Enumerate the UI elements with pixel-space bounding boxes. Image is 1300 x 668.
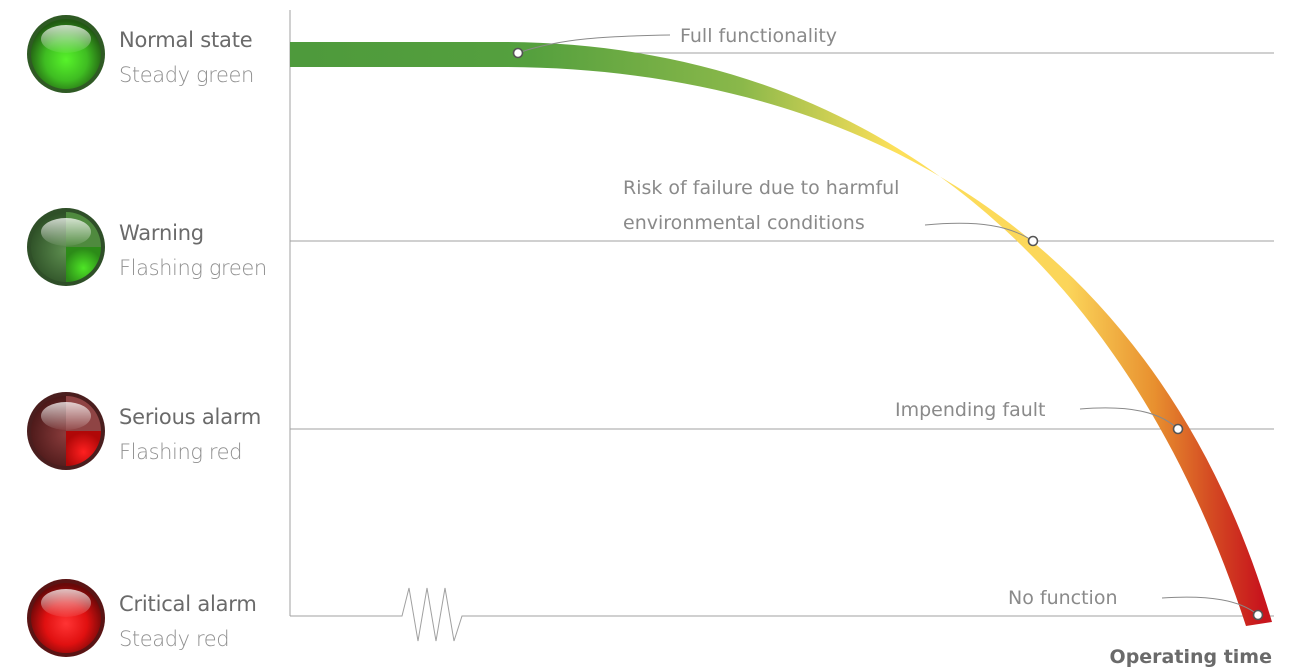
annotation-risk-line1: Risk of failure due to harmful <box>623 177 899 199</box>
led-legend: Normal state Steady green Warning Flashi… <box>0 0 285 668</box>
state-title: Normal state <box>119 28 253 52</box>
annotation-full-functionality: Full functionality <box>680 25 837 47</box>
marker-impending-fault <box>1172 423 1184 435</box>
state-critical: Critical alarm Steady red <box>22 578 292 668</box>
state-title: Critical alarm <box>119 592 257 616</box>
leader-line-impending <box>1079 407 1179 430</box>
leader-line-risk <box>924 222 1034 242</box>
annotation-impending-fault: Impending fault <box>895 399 1046 421</box>
baseline-with-break-icon <box>290 587 1274 642</box>
leader-line-full <box>517 34 671 54</box>
state-warning: Warning Flashing green <box>22 207 292 297</box>
state-subtitle: Steady red <box>119 627 230 651</box>
state-title: Warning <box>119 221 204 245</box>
annotation-risk-line2: environmental conditions <box>623 212 865 234</box>
leader-line-nofunction <box>1161 596 1259 616</box>
x-axis-label: Operating time <box>1110 646 1272 668</box>
annotation-no-function: No function <box>1008 587 1118 609</box>
steady-green-led-icon <box>27 15 105 93</box>
state-subtitle: Flashing red <box>119 440 243 464</box>
state-subtitle: Steady green <box>119 63 254 87</box>
marker-risk <box>1027 235 1039 247</box>
state-subtitle: Flashing green <box>119 256 267 280</box>
state-title: Serious alarm <box>119 405 262 429</box>
marker-full-functionality <box>512 47 524 59</box>
steady-red-led-icon <box>27 579 105 657</box>
flashing-green-led-icon <box>27 208 105 286</box>
marker-no-function <box>1252 609 1264 621</box>
state-normal: Normal state Steady green <box>22 14 292 104</box>
degradation-curve <box>290 42 1272 626</box>
state-serious: Serious alarm Flashing red <box>22 391 292 481</box>
flashing-red-led-icon <box>27 392 105 470</box>
